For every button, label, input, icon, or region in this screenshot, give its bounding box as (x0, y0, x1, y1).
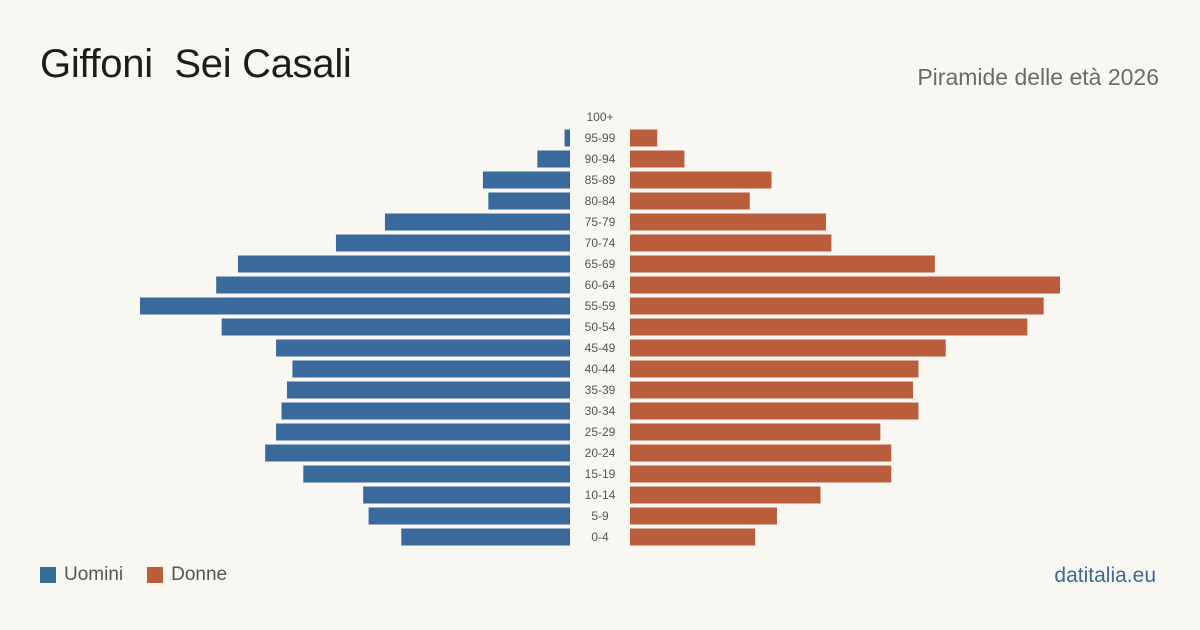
bar-women-35-39 (630, 381, 914, 399)
age-label-55-59: 55-59 (585, 299, 616, 313)
brand-link[interactable]: datitalia.eu (1054, 564, 1156, 587)
bar-men-45-49 (276, 339, 570, 357)
age-label-60-64: 60-64 (585, 278, 616, 292)
age-label-80-84: 80-84 (585, 194, 616, 208)
legend-item-women: Donne (147, 564, 227, 586)
age-label-10-14: 10-14 (585, 488, 616, 502)
bar-women-20-24 (630, 444, 892, 462)
bar-men-55-59 (140, 297, 570, 315)
bar-women-80-84 (630, 192, 750, 210)
bar-men-70-74 (335, 234, 570, 252)
age-label-20-24: 20-24 (585, 446, 616, 460)
legend-swatch-men (40, 567, 56, 583)
bar-men-30-34 (281, 402, 570, 420)
age-label-75-79: 75-79 (585, 215, 616, 229)
bar-women-30-34 (630, 402, 919, 420)
bar-women-15-19 (630, 465, 892, 483)
bar-men-20-24 (265, 444, 570, 462)
chart-title: Giffoni Sei Casali (40, 42, 352, 86)
bar-women-25-29 (630, 423, 881, 441)
bar-men-90-94 (537, 150, 570, 168)
age-label-90-94: 90-94 (585, 152, 616, 166)
bar-men-80-84 (488, 192, 570, 210)
age-label-35-39: 35-39 (585, 383, 616, 397)
bar-men-35-39 (286, 381, 570, 399)
age-label-15-19: 15-19 (585, 467, 616, 481)
bar-women-0-4 (630, 528, 756, 546)
legend-item-men: Uomini (40, 564, 123, 586)
age-label-100+: 100+ (586, 110, 613, 124)
bar-men-25-29 (276, 423, 570, 441)
bar-men-5-9 (368, 507, 570, 525)
age-label-70-74: 70-74 (585, 236, 616, 250)
legend: Uomini Donne (40, 564, 251, 586)
legend-label-women: Donne (171, 564, 228, 585)
bar-men-85-89 (482, 171, 570, 189)
bar-women-75-79 (630, 213, 826, 231)
age-label-45-49: 45-49 (585, 341, 616, 355)
bar-women-10-14 (630, 486, 821, 504)
age-label-85-89: 85-89 (585, 173, 616, 187)
age-label-65-69: 65-69 (585, 257, 616, 271)
bar-women-45-49 (630, 339, 946, 357)
legend-label-men: Uomini (64, 564, 124, 585)
bar-women-55-59 (630, 297, 1044, 315)
age-label-25-29: 25-29 (585, 425, 616, 439)
age-label-40-44: 40-44 (585, 362, 616, 376)
bar-women-85-89 (630, 171, 772, 189)
bar-women-40-44 (630, 360, 919, 378)
bar-men-10-14 (363, 486, 570, 504)
bar-men-15-19 (303, 465, 570, 483)
age-label-50-54: 50-54 (585, 320, 616, 334)
bar-women-70-74 (630, 234, 832, 252)
age-label-30-34: 30-34 (585, 404, 616, 418)
bar-men-0-4 (401, 528, 570, 546)
bar-women-50-54 (630, 318, 1028, 336)
bar-men-50-54 (221, 318, 570, 336)
chart-subtitle: Piramide delle età 2026 (917, 64, 1159, 90)
bar-women-60-64 (630, 276, 1060, 294)
age-label-0-4: 0-4 (591, 530, 609, 544)
legend-swatch-women (147, 567, 164, 583)
bar-men-40-44 (292, 360, 570, 378)
bar-women-5-9 (630, 507, 777, 525)
age-label-5-9: 5-9 (591, 509, 609, 523)
bar-men-60-64 (216, 276, 571, 294)
bar-women-95-99 (630, 129, 658, 147)
bar-men-95-99 (564, 129, 570, 147)
age-label-95-99: 95-99 (585, 131, 616, 145)
bar-women-90-94 (630, 150, 685, 168)
bar-men-75-79 (384, 213, 570, 231)
bar-men-65-69 (237, 255, 571, 273)
bar-women-65-69 (630, 255, 935, 273)
